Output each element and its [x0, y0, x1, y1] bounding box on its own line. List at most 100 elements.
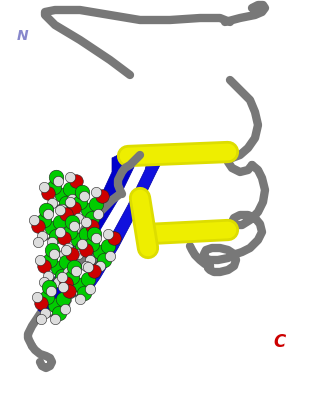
Point [85, 241, 90, 247]
Point [61, 235, 67, 241]
Point [56, 265, 61, 271]
Point [59, 192, 65, 198]
Point [69, 274, 75, 280]
Point [36, 223, 41, 229]
Point [83, 247, 89, 253]
Point [36, 239, 41, 245]
Point [71, 264, 77, 270]
Point [79, 245, 85, 251]
Point [93, 235, 99, 241]
Point [101, 257, 107, 263]
Point [60, 284, 66, 290]
Point [63, 211, 68, 217]
Text: C: C [273, 333, 286, 351]
Point [85, 207, 90, 213]
Point [45, 294, 50, 300]
Point [63, 259, 68, 265]
Point [111, 235, 117, 241]
Point [42, 310, 47, 316]
Point [81, 290, 87, 296]
Point [73, 268, 78, 274]
Point [49, 247, 55, 253]
Point [91, 231, 97, 237]
Point [98, 263, 103, 269]
Point [68, 174, 73, 180]
Point [57, 219, 63, 225]
Point [105, 243, 110, 249]
Point [71, 223, 77, 229]
Point [85, 221, 90, 227]
Point [63, 247, 68, 253]
Point [68, 186, 73, 192]
Point [57, 310, 62, 316]
Point [49, 200, 55, 206]
Point [85, 264, 90, 270]
Point [89, 241, 95, 247]
Point [105, 231, 110, 237]
Point [62, 306, 68, 312]
Point [47, 257, 53, 263]
Point [78, 282, 83, 288]
Point [37, 257, 43, 263]
Point [60, 296, 66, 302]
Point [39, 233, 45, 239]
Point [69, 219, 75, 225]
Polygon shape [38, 148, 140, 315]
Point [31, 217, 36, 223]
Point [85, 276, 90, 282]
Point [83, 231, 89, 237]
Point [46, 190, 51, 196]
Point [78, 296, 83, 302]
Point [41, 279, 47, 285]
Point [59, 274, 65, 280]
Point [63, 280, 68, 286]
Point [59, 206, 65, 212]
Point [41, 184, 47, 190]
Point [89, 223, 95, 229]
Point [98, 249, 103, 255]
Point [57, 207, 63, 213]
Point [59, 229, 65, 235]
Point [68, 199, 73, 205]
Point [43, 207, 48, 213]
Point [46, 206, 51, 212]
Point [41, 263, 47, 269]
Point [59, 273, 65, 279]
Point [67, 288, 72, 294]
Point [73, 178, 78, 184]
Point [78, 199, 83, 205]
Point [99, 193, 105, 199]
Polygon shape [78, 148, 165, 295]
Point [69, 196, 75, 202]
Point [52, 302, 57, 308]
Point [56, 178, 61, 184]
Point [93, 189, 99, 195]
Point [53, 174, 58, 180]
Point [63, 296, 68, 302]
Point [61, 251, 67, 257]
Point [46, 211, 51, 217]
Point [79, 189, 85, 195]
Point [49, 239, 55, 245]
Point [83, 263, 89, 269]
Point [51, 184, 57, 190]
Point [52, 316, 57, 322]
Point [56, 279, 61, 285]
Point [108, 253, 113, 259]
Point [89, 215, 95, 221]
Point [38, 300, 44, 306]
Point [66, 245, 71, 251]
Point [93, 201, 99, 207]
Point [68, 290, 73, 296]
Point [49, 225, 55, 231]
Point [47, 284, 52, 290]
Point [88, 286, 93, 292]
Point [68, 229, 73, 235]
Point [91, 268, 97, 274]
Point [57, 229, 63, 235]
Point [95, 211, 100, 217]
Point [69, 251, 75, 257]
Point [75, 251, 80, 257]
Point [79, 241, 85, 247]
Point [71, 205, 77, 211]
